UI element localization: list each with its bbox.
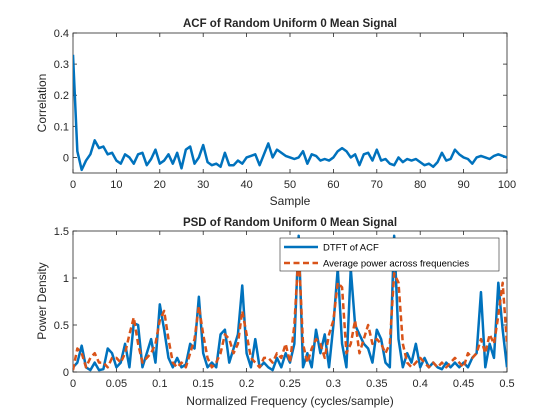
acf-x-tick-label: 80	[414, 179, 426, 191]
psd-y-tick-label: 0	[63, 367, 69, 379]
psd-y-tick-label: 1.5	[54, 226, 69, 238]
psd-x-label: Normalized Frequency (cycles/sample)	[186, 394, 393, 408]
acf-x-tick-label: 40	[240, 179, 252, 191]
psd-x-tick-label: 0.35	[366, 378, 387, 390]
psd-y-ticks: 0 0.5 1 1.5	[54, 226, 507, 379]
acf-x-tick-label: 50	[284, 179, 296, 191]
acf-x-tick-label: 0	[70, 179, 76, 191]
psd-x-tick-label: 0.45	[453, 378, 474, 390]
psd-title: PSD of Random Uniform 0 Mean Signal	[183, 217, 397, 229]
psd-series-line-average	[73, 248, 507, 371]
psd-y-tick-label: 1	[63, 273, 69, 285]
acf-axes: ACF of Random Uniform 0 Mean Signal 0 0.1…	[35, 18, 516, 208]
psd-x-tick-label: 0.4	[413, 378, 428, 390]
acf-y-tick-label: 0.3	[54, 59, 69, 71]
acf-y-tick-label: 0	[63, 152, 69, 164]
acf-y-tick-label: 0.4	[54, 28, 69, 40]
acf-series-line-acf	[73, 54, 507, 172]
acf-y-ticks: 0 0.1 0.2 0.3 0.4	[54, 28, 507, 164]
psd-x-tick-label: 0.25	[279, 378, 300, 390]
psd-legend: DTFT of ACF Average power across frequen…	[279, 237, 500, 272]
acf-series	[73, 54, 507, 172]
acf-x-tick-label: 100	[498, 179, 516, 191]
acf-x-label: Sample	[270, 194, 311, 208]
psd-y-tick-label: 0.5	[54, 320, 69, 332]
acf-y-tick-label: 0.1	[54, 121, 69, 133]
psd-x-tick-label: 0.2	[239, 378, 254, 390]
acf-x-tick-label: 60	[327, 179, 339, 191]
psd-x-tick-label: 0	[70, 378, 76, 390]
psd-axes: PSD of Random Uniform 0 Mean Signal 0 0.5…	[35, 217, 515, 408]
acf-x-tick-label: 30	[197, 179, 209, 191]
legend-label-dtft: DTFT of ACF	[323, 243, 379, 254]
acf-x-tick-label: 10	[110, 179, 122, 191]
psd-x-tick-label: 0.05	[106, 378, 127, 390]
legend-box	[279, 237, 500, 272]
acf-plot-area	[72, 32, 508, 174]
acf-title: ACF of Random Uniform 0 Mean Signal	[183, 18, 397, 30]
psd-x-tick-label: 0.5	[499, 378, 514, 390]
psd-x-tick-label: 0.1	[152, 378, 167, 390]
psd-x-tick-label: 0.3	[326, 378, 341, 390]
acf-x-ticks: 0 10 20 30 40 50 60 70 80 90 100	[70, 33, 516, 191]
acf-x-tick-label: 20	[154, 179, 166, 191]
psd-x-tick-label: 0.15	[192, 378, 213, 390]
acf-x-tick-label: 90	[457, 179, 469, 191]
psd-y-label: Power Density	[35, 262, 49, 339]
legend-label-average: Average power across frequencies	[323, 259, 469, 270]
psd-series	[73, 234, 507, 372]
acf-y-tick-label: 0.2	[54, 90, 69, 102]
acf-x-tick-label: 70	[371, 179, 383, 191]
acf-y-label: Correlation	[35, 74, 49, 133]
psd-x-ticks: 0 0.05 0.1 0.15 0.2 0.25 0.3 0.35 0.4 0.45 0.5	[70, 231, 515, 390]
